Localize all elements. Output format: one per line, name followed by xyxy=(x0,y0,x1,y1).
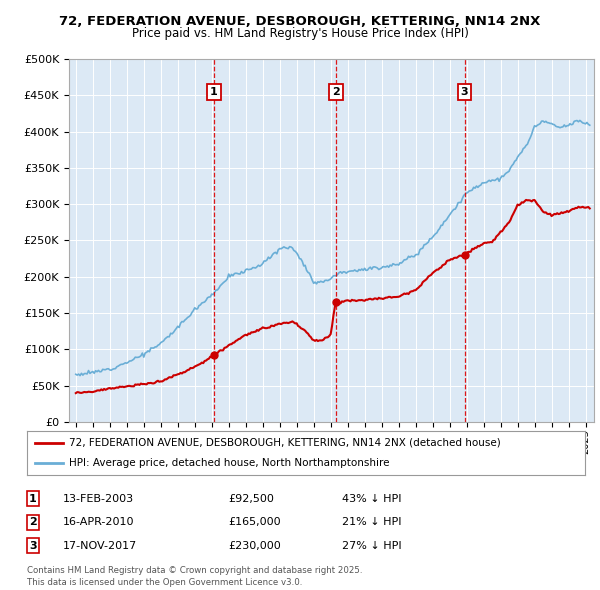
Text: 1: 1 xyxy=(210,87,218,97)
Text: 72, FEDERATION AVENUE, DESBOROUGH, KETTERING, NN14 2NX: 72, FEDERATION AVENUE, DESBOROUGH, KETTE… xyxy=(59,15,541,28)
Text: 16-APR-2010: 16-APR-2010 xyxy=(63,517,134,527)
Text: 3: 3 xyxy=(461,87,469,97)
Text: 43% ↓ HPI: 43% ↓ HPI xyxy=(342,494,401,503)
Text: Contains HM Land Registry data © Crown copyright and database right 2025.
This d: Contains HM Land Registry data © Crown c… xyxy=(27,566,362,587)
Text: 13-FEB-2003: 13-FEB-2003 xyxy=(63,494,134,503)
Text: 1: 1 xyxy=(29,494,37,503)
Text: £230,000: £230,000 xyxy=(228,541,281,550)
Text: 21% ↓ HPI: 21% ↓ HPI xyxy=(342,517,401,527)
Text: £92,500: £92,500 xyxy=(228,494,274,503)
Text: 72, FEDERATION AVENUE, DESBOROUGH, KETTERING, NN14 2NX (detached house): 72, FEDERATION AVENUE, DESBOROUGH, KETTE… xyxy=(69,438,500,448)
Text: 2: 2 xyxy=(29,517,37,527)
Text: £165,000: £165,000 xyxy=(228,517,281,527)
Text: 3: 3 xyxy=(29,541,37,550)
Text: 2: 2 xyxy=(332,87,340,97)
Text: 27% ↓ HPI: 27% ↓ HPI xyxy=(342,541,401,550)
Text: Price paid vs. HM Land Registry's House Price Index (HPI): Price paid vs. HM Land Registry's House … xyxy=(131,27,469,40)
Text: 17-NOV-2017: 17-NOV-2017 xyxy=(63,541,137,550)
Text: HPI: Average price, detached house, North Northamptonshire: HPI: Average price, detached house, Nort… xyxy=(69,458,389,468)
